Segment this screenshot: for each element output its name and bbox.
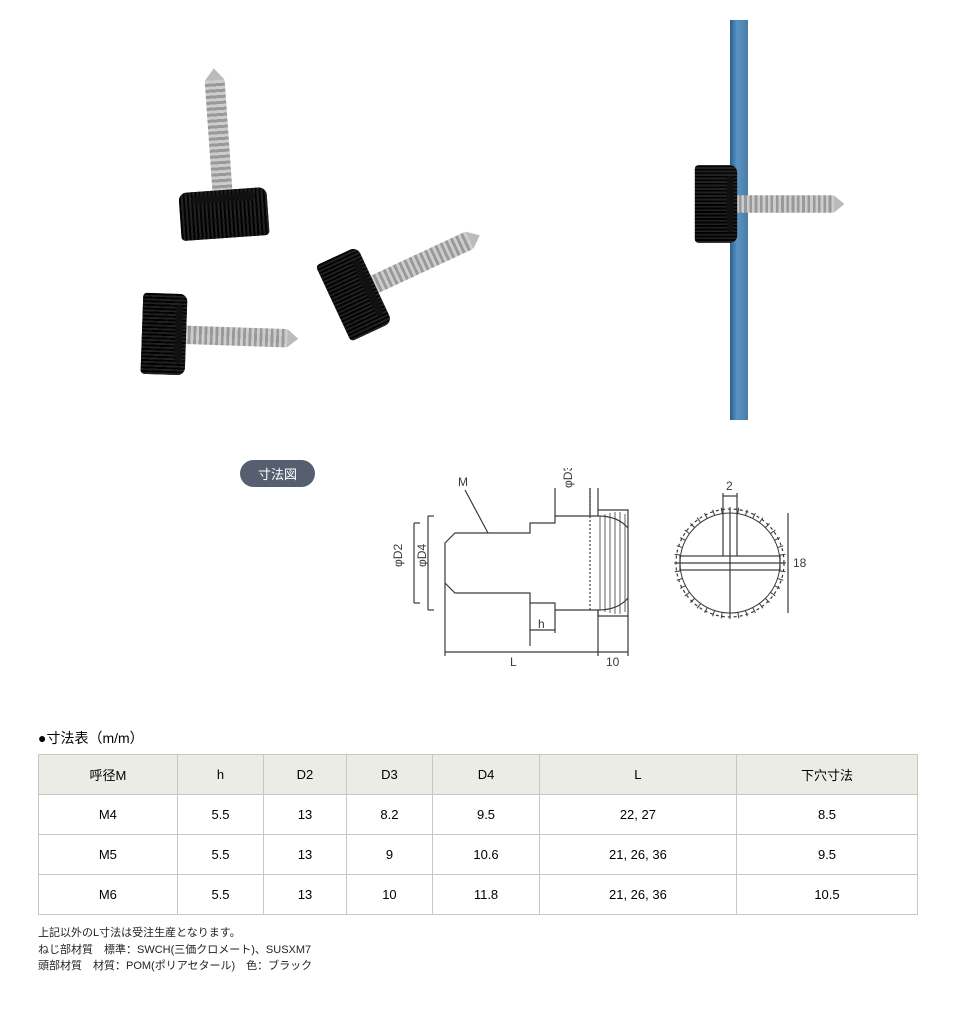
table-cell: 22, 27 <box>539 795 736 835</box>
label-18: 18 <box>793 556 807 570</box>
table-cell: 9.5 <box>736 835 917 875</box>
label-h: h <box>538 617 545 631</box>
table-row: M45.5138.29.522, 278.5 <box>39 795 918 835</box>
dimension-diagram: M φD3 φD2 φD4 h L 10 2 18 <box>330 468 830 668</box>
note-line: ねじ部材質 標準：SWCH(三価クロメート)、SUSXM7 <box>38 942 918 959</box>
col-header: D3 <box>346 755 433 795</box>
table-cell: M6 <box>39 875 178 915</box>
note-line: 上記以外のL寸法は受注生産となります。 <box>38 925 918 942</box>
table-title: ●寸法表（m/m） <box>38 728 918 748</box>
note-line: 頭部材質 材質：POM(ポリアセタール) 色：ブラック <box>38 958 918 975</box>
table-cell: 13 <box>264 795 346 835</box>
col-header: D4 <box>433 755 540 795</box>
mounted-thumbscrew <box>695 165 737 242</box>
thumbscrew-group <box>100 40 480 380</box>
label-L: L <box>510 655 517 668</box>
table-cell: 5.5 <box>177 795 264 835</box>
table-row: M55.513910.621, 26, 369.5 <box>39 835 918 875</box>
table-cell: 11.8 <box>433 875 540 915</box>
dimension-diagram-section: 寸法図 <box>240 460 860 690</box>
dimension-table: 呼径MhD2D3D4L下穴寸法 M45.5138.29.522, 278.5M5… <box>38 754 918 915</box>
product-images <box>60 30 900 400</box>
diagram-badge: 寸法図 <box>240 460 315 487</box>
table-cell: 10 <box>346 875 433 915</box>
thumbscrew-2 <box>141 293 188 375</box>
table-cell: M4 <box>39 795 178 835</box>
table-cell: 8.5 <box>736 795 917 835</box>
dimension-table-section: ●寸法表（m/m） 呼径MhD2D3D4L下穴寸法 M45.5138.29.52… <box>38 728 918 975</box>
label-phiD2: φD2 <box>391 544 405 567</box>
mounting-demo <box>620 20 900 420</box>
table-cell: 13 <box>264 835 346 875</box>
table-cell: 21, 26, 36 <box>539 835 736 875</box>
table-cell: 8.2 <box>346 795 433 835</box>
label-M: M <box>458 475 468 489</box>
table-cell: 10.6 <box>433 835 540 875</box>
table-cell: 10.5 <box>736 875 917 915</box>
thumbscrew-3 <box>316 246 393 341</box>
table-cell: 5.5 <box>177 835 264 875</box>
table-cell: 9 <box>346 835 433 875</box>
notes: 上記以外のL寸法は受注生産となります。ねじ部材質 標準：SWCH(三価クロメート… <box>38 925 918 975</box>
label-2: 2 <box>726 479 733 493</box>
col-header: L <box>539 755 736 795</box>
label-10: 10 <box>606 655 620 668</box>
col-header: 下穴寸法 <box>736 755 917 795</box>
table-row: M65.5131011.821, 26, 3610.5 <box>39 875 918 915</box>
table-cell: 21, 26, 36 <box>539 875 736 915</box>
label-phiD3: φD3 <box>561 468 575 488</box>
table-cell: M5 <box>39 835 178 875</box>
table-cell: 13 <box>264 875 346 915</box>
table-cell: 5.5 <box>177 875 264 915</box>
label-phiD4: φD4 <box>415 544 429 567</box>
table-cell: 9.5 <box>433 795 540 835</box>
col-header: h <box>177 755 264 795</box>
thumbscrew-1 <box>178 187 269 241</box>
col-header: 呼径M <box>39 755 178 795</box>
col-header: D2 <box>264 755 346 795</box>
